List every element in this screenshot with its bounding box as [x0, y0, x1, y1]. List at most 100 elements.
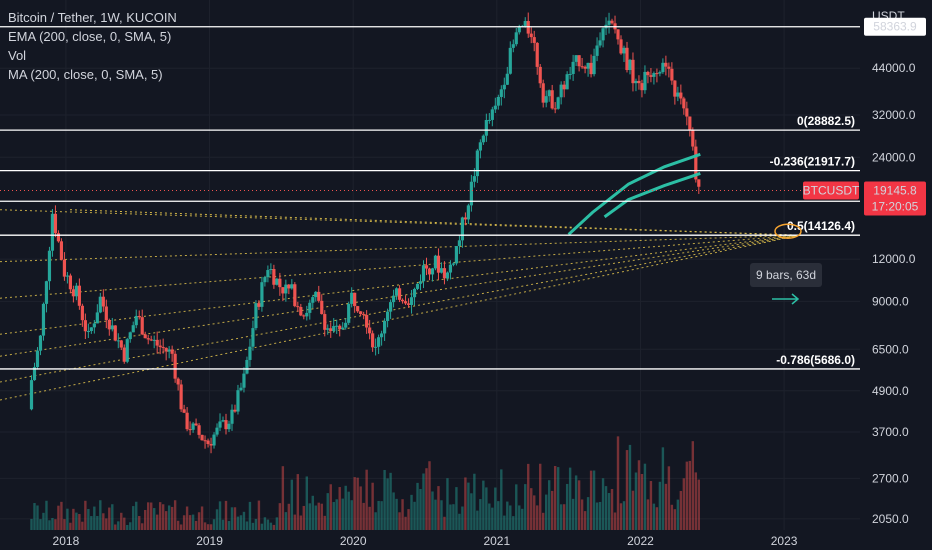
volume-bar	[138, 516, 141, 530]
volume-bar	[634, 472, 638, 530]
candle	[475, 148, 479, 183]
candle	[260, 276, 264, 312]
candle	[529, 27, 533, 44]
candle	[571, 54, 575, 81]
candle	[101, 289, 105, 312]
volume-bar	[655, 507, 659, 530]
candle	[110, 317, 114, 332]
volume-bar	[170, 506, 174, 530]
candle	[131, 321, 135, 333]
volume-bar	[637, 460, 641, 530]
candle	[65, 272, 70, 284]
candle	[631, 52, 635, 92]
volume-bar	[320, 503, 323, 530]
candle	[227, 420, 231, 433]
candle	[338, 324, 342, 337]
candle	[149, 335, 153, 342]
candle	[478, 139, 482, 159]
candle	[418, 274, 423, 291]
volume-bar	[553, 465, 557, 530]
price-tick-label: 2700.0	[872, 471, 909, 485]
candle	[415, 283, 420, 291]
volume-bar	[179, 524, 183, 530]
fib-level-label: -0.236(21917.7)	[770, 155, 855, 169]
volume-bar	[293, 514, 297, 530]
volume-bar	[628, 444, 632, 530]
price-tick-label: 3700.0	[872, 425, 909, 439]
candle	[371, 330, 375, 352]
volume-bar	[649, 481, 653, 530]
top-level-value: 58363.9	[873, 20, 917, 34]
volume-bar	[527, 463, 530, 530]
volume-bar	[458, 513, 461, 530]
candle	[266, 265, 270, 283]
candle	[538, 64, 542, 88]
candle	[377, 334, 381, 355]
volume-bar	[30, 518, 33, 530]
candle	[670, 62, 674, 85]
projection-marker	[774, 223, 802, 239]
candle	[658, 70, 662, 77]
candle	[595, 37, 599, 62]
candle	[191, 421, 195, 433]
volume-bar	[386, 478, 389, 530]
volume-bar	[200, 506, 204, 530]
volume-bar	[105, 518, 108, 530]
time-tick-label: 2019	[196, 534, 223, 548]
volume-bar	[485, 487, 488, 530]
candle	[374, 338, 378, 356]
volume-bar	[326, 493, 329, 530]
candle	[326, 324, 330, 335]
candle	[269, 263, 273, 275]
candle	[601, 26, 605, 48]
candle	[508, 41, 512, 75]
candle	[305, 305, 309, 321]
volume-bar	[482, 480, 485, 530]
volume-bar	[518, 505, 521, 530]
volume-bar	[284, 512, 288, 530]
volume-bar	[577, 480, 581, 530]
volume-bar	[613, 512, 617, 530]
candle	[619, 35, 623, 55]
candle	[484, 113, 488, 142]
volume-bar	[87, 508, 90, 530]
candle	[394, 287, 399, 300]
candle	[472, 168, 476, 188]
volume-bar	[39, 519, 42, 530]
candle	[586, 62, 590, 77]
volume-bar	[398, 512, 401, 530]
candle	[284, 279, 288, 302]
volume-bar	[407, 509, 410, 530]
legend-vol: Vol	[8, 48, 27, 63]
candle	[628, 58, 632, 75]
candle	[406, 298, 411, 308]
volume-bar	[191, 514, 195, 530]
volume-bar	[422, 473, 425, 530]
candle	[107, 318, 111, 336]
candle	[691, 127, 695, 151]
candle	[98, 292, 102, 314]
candle	[152, 335, 156, 349]
volume-bar	[691, 441, 695, 530]
volume-bar	[580, 499, 584, 530]
candle	[646, 70, 650, 84]
measure-tooltip	[750, 263, 822, 287]
candle	[697, 179, 701, 194]
volume-bar	[209, 524, 213, 530]
candle	[122, 344, 126, 364]
volume-bar	[206, 524, 210, 530]
candle	[667, 62, 671, 78]
volume-bar	[305, 476, 308, 530]
volume-bar	[287, 503, 291, 530]
volume-bar	[114, 524, 117, 530]
candle	[50, 209, 55, 257]
price-tick-label: 24000.0	[872, 150, 916, 164]
volume-bar	[185, 506, 189, 530]
fan-trend-line	[0, 234, 801, 335]
candle	[53, 205, 58, 238]
volume-bar	[158, 502, 162, 530]
candle	[556, 96, 560, 110]
candle	[167, 346, 171, 359]
candle	[640, 79, 644, 98]
